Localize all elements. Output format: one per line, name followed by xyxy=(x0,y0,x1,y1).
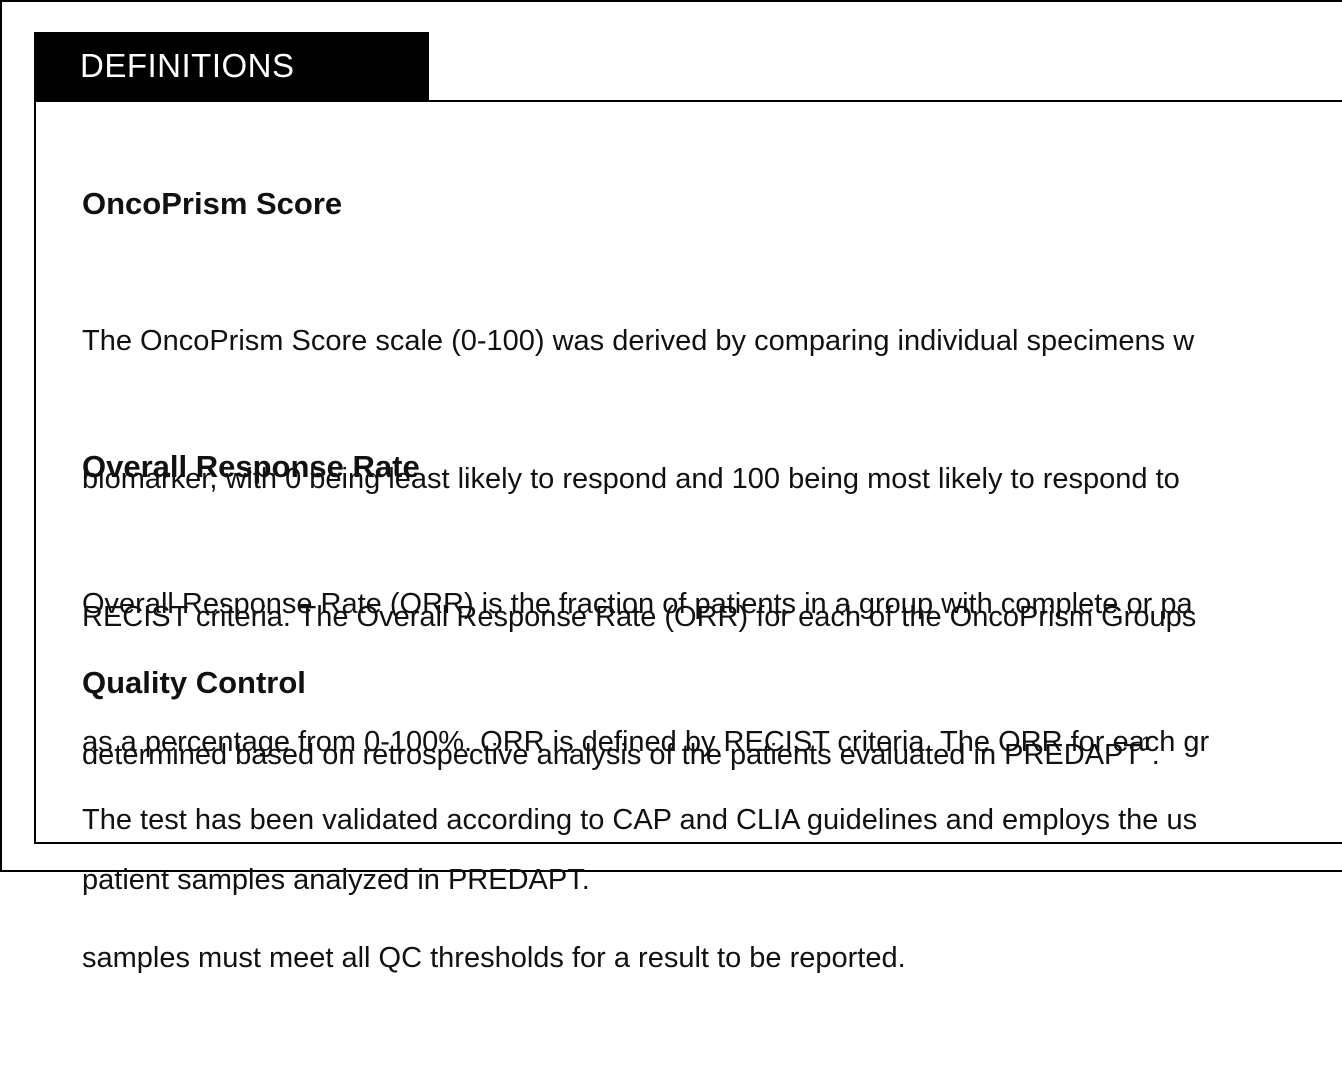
section-title: Overall Response Rate xyxy=(82,449,420,484)
footnote-marker: 1 xyxy=(1141,734,1152,755)
body-line: RECIST criteria. The Overall Response Ra… xyxy=(82,601,1197,633)
body-line: Overall Response Rate (ORR) is the fract… xyxy=(82,588,1193,620)
section-quality-control: Quality Control The test has been valida… xyxy=(82,661,1342,1073)
section-body: The test has been validated according to… xyxy=(82,705,1342,1073)
definitions-tab-label: DEFINITIONS xyxy=(80,47,295,84)
section-title: Quality Control xyxy=(82,665,306,700)
body-line: The test has been validated according to… xyxy=(82,804,1198,836)
body-line-end: . xyxy=(1151,739,1160,771)
body-line: biomarker, with 0 being least likely to … xyxy=(82,463,1180,495)
definitions-panel xyxy=(34,100,1342,844)
body-line: The OncoPrism Score scale (0-100) was de… xyxy=(82,325,1195,357)
section-overall-response-rate: Overall Response Rate Overall Response R… xyxy=(82,445,1342,995)
body-line: determined based on retrospective analys… xyxy=(82,739,1142,771)
section-body: Overall Response Rate (ORR) is the fract… xyxy=(82,489,1342,995)
body-line: samples must meet all QC thresholds for … xyxy=(82,942,906,974)
definitions-tab: DEFINITIONS xyxy=(34,32,429,102)
section-oncoprism-score: OncoPrism Score The OncoPrism Score scal… xyxy=(82,182,1342,870)
section-body: The OncoPrism Score scale (0-100) was de… xyxy=(82,226,1342,870)
body-line: as a percentage from 0-100%. ORR is defi… xyxy=(82,726,1210,758)
section-title: OncoPrism Score xyxy=(82,186,343,221)
